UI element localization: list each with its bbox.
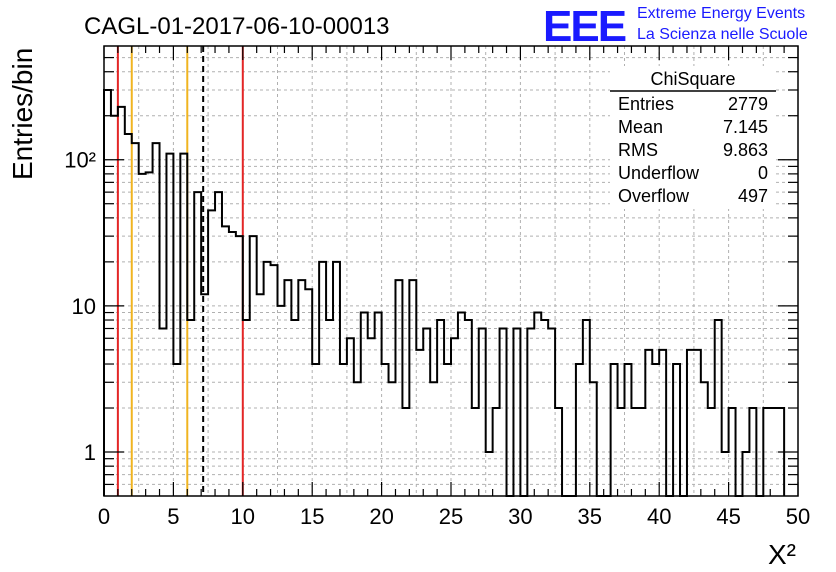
- x-tick-label: 15: [300, 504, 324, 529]
- stats-row-label: Mean: [618, 117, 663, 137]
- stats-row-value: 2779: [728, 94, 768, 114]
- stats-row-label: RMS: [618, 140, 658, 160]
- logo-caption-line2: La Scienza nelle Scuole: [637, 26, 808, 43]
- x-tick-label: 20: [369, 504, 393, 529]
- stats-row-value: 9.863: [723, 140, 768, 160]
- stats-box-background: [610, 66, 776, 209]
- x-tick-label: 40: [647, 504, 671, 529]
- stats-row-value: 7.145: [723, 117, 768, 137]
- x-tick-label: 25: [439, 504, 463, 529]
- x-tick-label: 0: [98, 504, 110, 529]
- x-axis-label: X²: [768, 539, 796, 570]
- stats-row-value: 0: [758, 163, 768, 183]
- x-tick-label: 45: [716, 504, 740, 529]
- x-tick-label: 50: [786, 504, 810, 529]
- stats-box: ChiSquare Entries 2779 Mean 7.145 RMS 9.863 Un…: [610, 66, 776, 209]
- x-tick-label: 30: [508, 504, 532, 529]
- y-tick-label: 10: [72, 294, 96, 319]
- stats-box-title: ChiSquare: [650, 69, 735, 89]
- y-tick-label: 1: [84, 440, 96, 465]
- eee-logo: EEE: [543, 2, 626, 51]
- histogram-series: [103, 88, 786, 497]
- logo-caption-line1: Extreme Energy Events: [637, 5, 805, 22]
- x-tick-label: 35: [578, 504, 602, 529]
- y-axis-label: Entries/bin: [7, 48, 38, 180]
- chart-title: CAGL-01-2017-06-10-00013: [84, 13, 390, 40]
- stats-row-label: Overflow: [618, 186, 690, 206]
- x-tick-label: 10: [231, 504, 255, 529]
- axes: 0 5 10 15 20 25 30 35 40 45 50 1 10 10²: [64, 45, 810, 529]
- x-tick-label: 5: [167, 504, 179, 529]
- stats-row-label: Underflow: [618, 163, 700, 183]
- stats-row-label: Entries: [618, 94, 674, 114]
- stats-row-value: 497: [738, 186, 768, 206]
- grid: [104, 46, 798, 496]
- y-tick-label: 10²: [64, 148, 96, 173]
